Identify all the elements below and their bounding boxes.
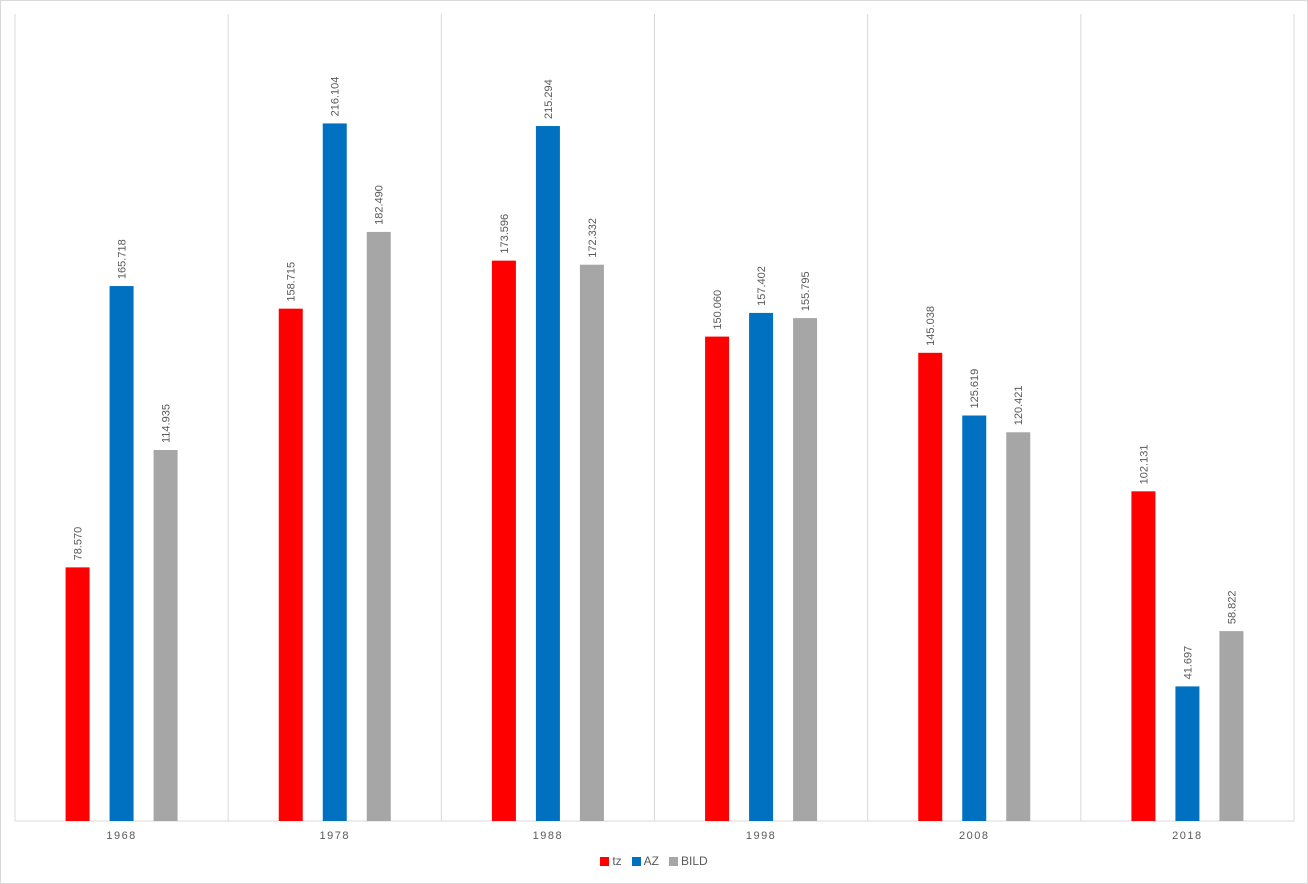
data-label-bild-1988: 172.332	[587, 218, 599, 258]
data-label-tz-1988: 173.596	[499, 214, 511, 254]
bar-tz-2018	[1131, 491, 1156, 821]
data-label-tz-2008: 145.038	[925, 306, 937, 346]
x-tick-label-2018: 2018	[1172, 830, 1202, 842]
data-label-tz-1978: 158.715	[286, 262, 298, 302]
bar-az-1988	[535, 126, 560, 822]
legend-label-az: AZ	[643, 854, 659, 868]
bar-bild-1968	[153, 449, 178, 821]
legend-swatch-bild	[669, 856, 678, 866]
legend-item-az: AZ	[631, 854, 659, 868]
bar-az-1998	[749, 312, 774, 821]
legend-item-bild: BILD	[669, 854, 708, 868]
bar-az-1978	[322, 123, 347, 822]
legend-label-tz: tz	[612, 854, 622, 868]
data-label-az-1968: 165.718	[117, 239, 129, 279]
bar-tz-1998	[705, 336, 730, 821]
x-tick-label-1968: 1968	[106, 830, 136, 842]
data-label-tz-1968: 78.570	[73, 527, 85, 561]
bar-tz-2008	[918, 352, 943, 821]
bar-bild-1988	[579, 264, 604, 822]
data-label-az-1998: 157.402	[756, 266, 768, 306]
legend: tz AZ BILD	[0, 854, 1308, 868]
bar-az-2018	[1175, 686, 1200, 821]
x-tick-label-1998: 1998	[746, 830, 776, 842]
data-label-bild-2018: 58.822	[1226, 590, 1238, 624]
data-label-bild-1968: 114.935	[161, 404, 173, 443]
x-tick-label-1988: 1988	[533, 830, 563, 842]
data-label-az-1978: 216.104	[330, 77, 342, 117]
data-label-bild-1998: 155.795	[800, 271, 812, 311]
bar-bild-1978	[366, 231, 391, 821]
x-tick-label-1978: 1978	[320, 830, 350, 842]
data-label-bild-1978: 182.490	[374, 185, 386, 225]
bar-bild-2018	[1219, 631, 1244, 821]
data-label-tz-1998: 150.060	[712, 290, 724, 330]
bar-az-1968	[109, 286, 134, 822]
data-label-az-1988: 215.294	[543, 79, 555, 119]
x-tick-label-2008: 2008	[959, 830, 989, 842]
bar-bild-1998	[793, 318, 818, 821]
bar-tz-1968	[65, 567, 90, 821]
legend-label-bild: BILD	[681, 854, 708, 868]
bar-tz-1988	[491, 260, 516, 822]
legend-swatch-tz	[600, 856, 610, 866]
bar-bild-2008	[1006, 432, 1031, 821]
legend-item-tz: tz	[600, 854, 622, 868]
legend-swatch-az	[631, 856, 641, 866]
data-label-az-2018: 41.697	[1182, 646, 1194, 680]
bar-tz-1978	[278, 308, 303, 821]
data-label-az-2008: 125.619	[969, 369, 981, 409]
data-label-bild-2008: 120.421	[1013, 386, 1025, 426]
data-label-tz-2018: 102.131	[1138, 445, 1150, 485]
bar-az-2008	[962, 415, 987, 821]
